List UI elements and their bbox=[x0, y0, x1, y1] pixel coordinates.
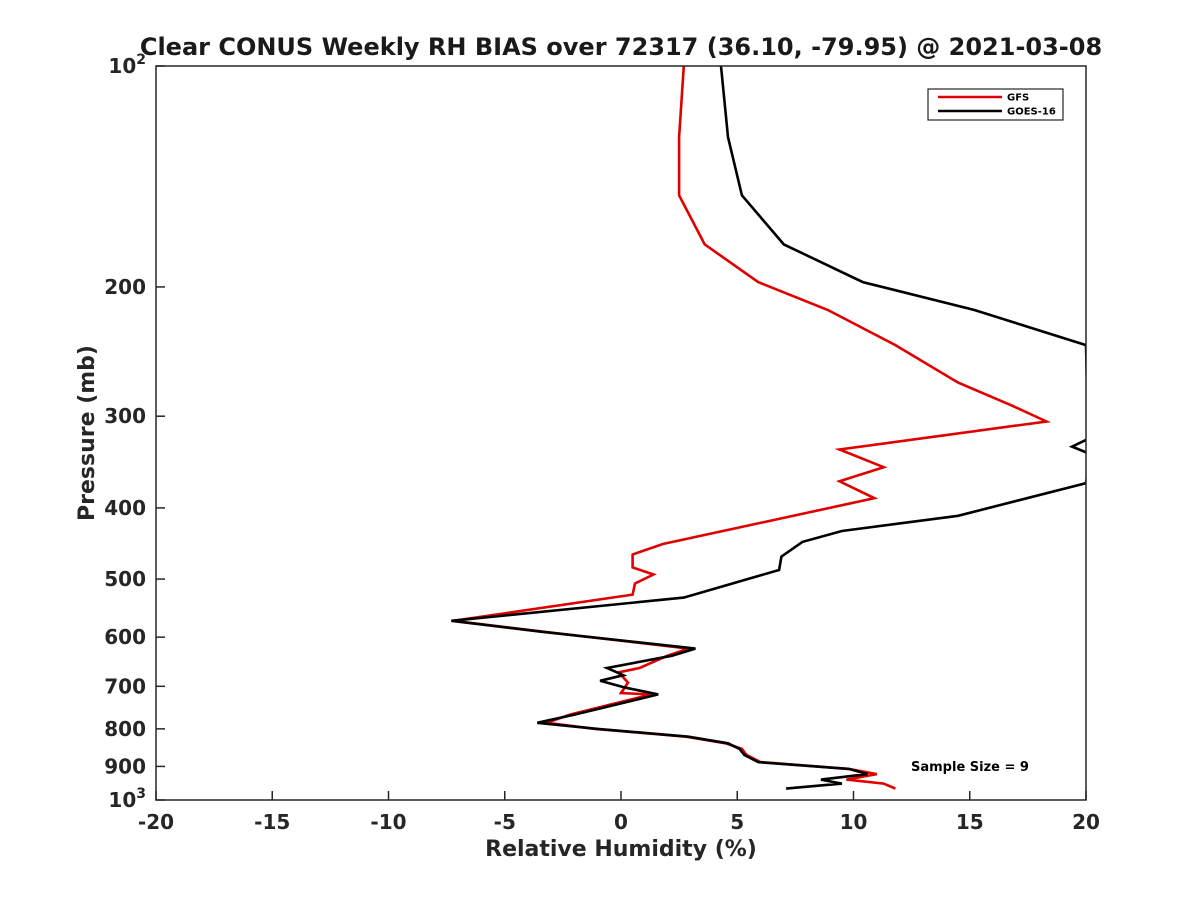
y-tick-label: 400 bbox=[104, 496, 146, 520]
x-axis-label: Relative Humidity (%) bbox=[485, 837, 757, 862]
y-tick-label: 800 bbox=[104, 717, 146, 741]
x-tick-label: 0 bbox=[614, 810, 628, 834]
x-tick-label: 15 bbox=[956, 810, 984, 834]
sample-size-annotation: Sample Size = 9 bbox=[911, 760, 1029, 775]
x-axis: -20 -15 -10 -5 0 5 10 15 20 bbox=[138, 791, 1100, 834]
legend: GFS GOES-16 bbox=[927, 88, 1064, 121]
series-line-gfs bbox=[453, 66, 1052, 790]
x-tick-label: -15 bbox=[254, 810, 290, 834]
y-tick-label: 103 bbox=[108, 786, 146, 812]
y-axis: 102 200 300 400 500 600 700 800 900 103 bbox=[104, 52, 165, 812]
x-tick-label: 5 bbox=[730, 810, 744, 834]
legend-box bbox=[927, 88, 1064, 121]
y-tick-label: 102 bbox=[108, 52, 146, 78]
x-tick-label: -10 bbox=[370, 810, 406, 834]
y-tick-label: 200 bbox=[104, 275, 146, 299]
y-tick-label: 500 bbox=[104, 567, 146, 591]
plot-lines bbox=[451, 66, 1086, 790]
legend-label-goes-16: GOES-16 bbox=[1007, 107, 1056, 118]
legend-label-gfs: GFS bbox=[1007, 93, 1029, 104]
y-tick-label: 900 bbox=[104, 754, 146, 778]
x-tick-label: -20 bbox=[138, 810, 174, 834]
y-axis-label: Pressure (mb) bbox=[75, 345, 100, 521]
x-tick-label: 20 bbox=[1072, 810, 1100, 834]
plot-area-frame bbox=[155, 65, 1087, 801]
series-line-goes-16 bbox=[451, 66, 1086, 790]
y-tick-label: 700 bbox=[104, 674, 146, 698]
x-tick-label: 10 bbox=[840, 810, 868, 834]
chart-title: Clear CONUS Weekly RH BIAS over 72317 (3… bbox=[140, 33, 1102, 61]
y-tick-label: 300 bbox=[104, 404, 146, 428]
x-tick-label: -5 bbox=[494, 810, 516, 834]
y-tick-label: 600 bbox=[104, 625, 146, 649]
